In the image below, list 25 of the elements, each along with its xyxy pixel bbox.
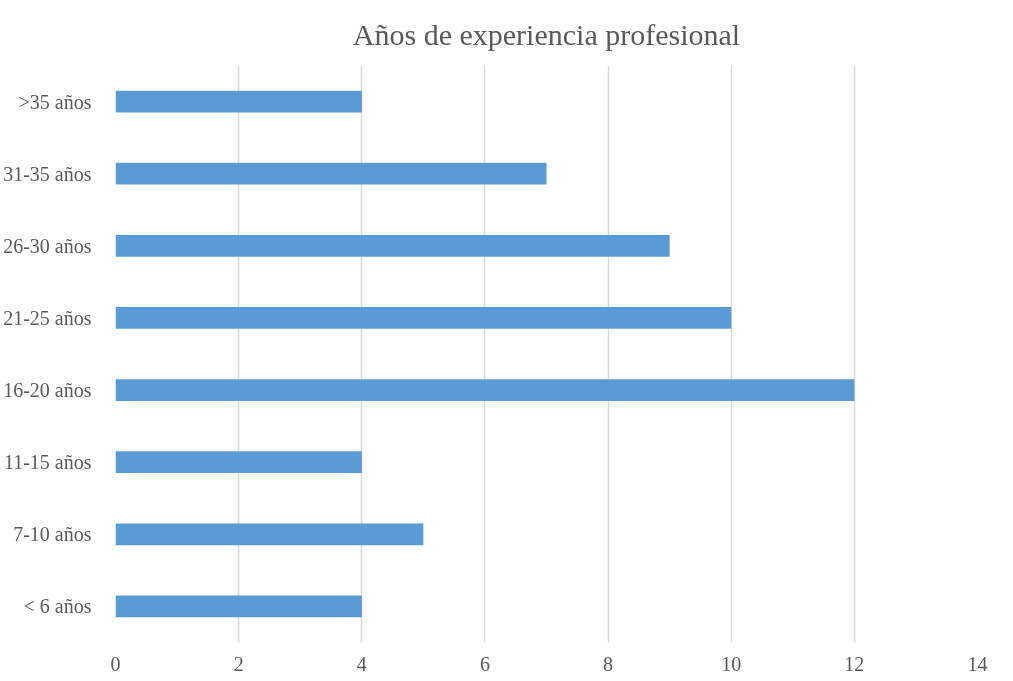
bar <box>115 379 855 401</box>
chart-title: Años de experiencia profesional <box>352 17 741 51</box>
x-tick-label: 10 <box>721 652 742 675</box>
x-tick-label: 6 <box>479 652 490 675</box>
bar <box>115 234 670 257</box>
x-tick-label: 4 <box>356 652 367 675</box>
x-tick-label: 8 <box>603 652 614 675</box>
bar <box>115 523 424 546</box>
x-tick-label: 2 <box>233 652 244 675</box>
x-tick-label: 14 <box>967 652 988 675</box>
y-tick-label: < 6 años <box>23 595 92 618</box>
bar <box>115 162 547 185</box>
bar <box>115 451 362 474</box>
x-tick-label: 0 <box>110 652 121 675</box>
y-tick-label: 7-10 años <box>13 523 92 546</box>
y-tick-label: 11-15 años <box>3 451 92 474</box>
y-tick-label: 31-35 años <box>3 162 92 185</box>
y-tick-label: 16-20 años <box>3 379 92 402</box>
x-tick-label: 12 <box>844 652 865 675</box>
bar <box>115 90 362 113</box>
bar <box>115 595 362 618</box>
y-tick-label: 26-30 años <box>3 234 92 257</box>
y-tick-label: 21-25 años <box>3 306 92 329</box>
y-tick-label: >35 años <box>18 90 92 113</box>
bar <box>115 307 732 329</box>
